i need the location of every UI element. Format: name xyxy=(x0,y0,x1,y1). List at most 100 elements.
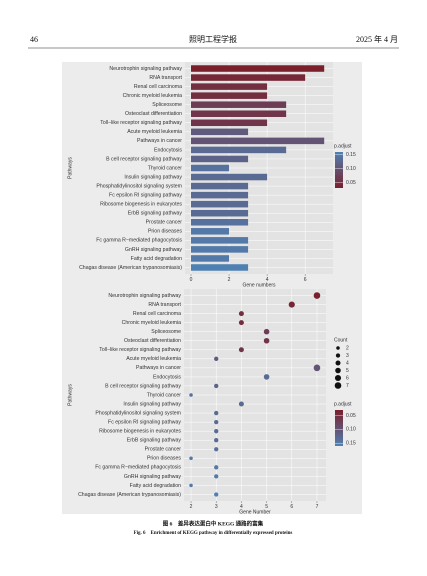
x-tick-label: 2 xyxy=(190,504,193,510)
y-tick-label: Insulin signaling pathway xyxy=(123,401,181,407)
bar xyxy=(191,209,249,217)
colorbar-label: 0.05 xyxy=(346,180,356,186)
bar xyxy=(191,237,249,244)
y-tick-label: Renal cell carcinoma xyxy=(134,84,182,90)
dot xyxy=(238,320,244,326)
colorbar-label: 0.10 xyxy=(346,427,356,433)
y-tick-label: Insulin signaling pathway xyxy=(124,174,182,180)
bar xyxy=(191,128,249,136)
y-tick-label: Prion diseases xyxy=(147,456,181,462)
dot xyxy=(214,492,219,497)
dot xyxy=(214,383,219,389)
x-tick-label: 0 xyxy=(190,277,193,283)
bar xyxy=(191,246,249,253)
y-tick-label: Pathways in cancer xyxy=(137,138,182,144)
y-tick-label: Spliceosome xyxy=(152,102,182,108)
y-tick-label: Fatty acid degradation xyxy=(131,256,182,262)
x-tick-label: 6 xyxy=(304,277,307,283)
y-tick-label: Prostate cancer xyxy=(146,220,183,226)
bar xyxy=(191,155,249,163)
y-tick-label: Ribosome biogenesis in eukaryotes xyxy=(99,429,181,435)
legend-dot xyxy=(335,353,341,358)
bar xyxy=(191,191,249,199)
colorbar-title: p.adjust xyxy=(334,401,352,407)
dot xyxy=(214,419,219,425)
dot xyxy=(214,438,219,443)
x-tick-label: 3 xyxy=(215,504,218,510)
dot xyxy=(238,311,244,317)
y-tick-label: Fatty acid degradation xyxy=(130,483,181,489)
y-tick-label: Endocytosis xyxy=(154,147,182,153)
bar xyxy=(191,110,287,117)
dot xyxy=(238,401,244,407)
bar xyxy=(191,92,268,99)
y-tick-label: Toll−like receptor signaling pathway xyxy=(99,347,181,353)
dot xyxy=(189,456,193,461)
y-tick-label: RNA transport xyxy=(148,302,181,308)
x-tick-label: 4 xyxy=(266,277,269,283)
y-tick-label: Chagas disease (American trypanosomiasis… xyxy=(79,265,182,271)
dot xyxy=(263,374,270,380)
y-tick-label: Phosphatidylinositol signaling system xyxy=(96,183,182,189)
bar xyxy=(191,137,325,145)
y-tick-label: Fc gamma R−mediated phagocytosis xyxy=(96,238,182,244)
y-tick-label: Fc epsilon RI signaling pathway xyxy=(109,193,182,199)
dot xyxy=(288,301,295,308)
y-tick-label: Chronic myeloid leukemia xyxy=(122,320,182,326)
bar xyxy=(191,101,287,108)
dot xyxy=(214,429,219,434)
caption-cn: 图 6 差异表达蛋白中 KEGG 通路的富集 xyxy=(163,519,264,527)
bar xyxy=(191,200,249,208)
dot xyxy=(313,292,321,299)
dot xyxy=(189,483,193,488)
y-tick-label: GnRH signaling pathway xyxy=(125,247,182,253)
bar xyxy=(191,264,249,271)
colorbar-label: 0.10 xyxy=(346,166,356,172)
legend-dot xyxy=(334,374,342,382)
y-tick-label: Osteoclast differentiation xyxy=(124,338,181,344)
legend-label: 6 xyxy=(346,375,349,381)
y-tick-label: Ribosome biogenesis in eukaryotes xyxy=(100,202,182,208)
y-tick-label: Thyroid cancer xyxy=(147,392,182,398)
caption-en: Fig. 6 Enrichment of KEGG pathway in dif… xyxy=(134,531,293,536)
y-tick-label: Prostate cancer xyxy=(145,447,182,453)
y-tick-label: Fc gamma R−mediated phagocytosis xyxy=(95,465,181,471)
y-tick-label: Fc epsilon RI signaling pathway xyxy=(108,420,181,426)
dot xyxy=(263,337,270,344)
x-tick-label: 7 xyxy=(316,504,319,510)
issue-date: 2025 年 4 月 xyxy=(356,34,398,44)
dot xyxy=(214,356,219,361)
y-tick-label: Renal cell carcinoma xyxy=(133,311,181,317)
y-tick-label: B cell receptor signaling pathway xyxy=(105,383,181,389)
y-tick-label: Acute myeloid leukemia xyxy=(127,129,182,135)
bar xyxy=(191,182,249,190)
bar xyxy=(191,65,325,72)
colorbar-title: p.adjust xyxy=(334,143,352,149)
journal-name: 照明工程学报 xyxy=(189,34,237,44)
legend-label: 3 xyxy=(346,353,349,359)
bar xyxy=(191,74,306,81)
y-tick-label: Chagas disease (American trypanosomiasis… xyxy=(78,492,181,498)
colorbar-label: 0.15 xyxy=(346,152,356,158)
y-tick-label: Osteoclast differentiation xyxy=(125,111,182,117)
dot xyxy=(313,364,321,372)
colorbar-label: 0.05 xyxy=(346,413,356,419)
legend-dot xyxy=(335,367,341,374)
bar xyxy=(191,164,230,172)
dot xyxy=(263,328,270,335)
bar xyxy=(191,83,268,90)
y-tick-label: GnRH signaling pathway xyxy=(124,474,181,480)
dot xyxy=(214,465,219,470)
y-tick-label: B cell receptor signaling pathway xyxy=(106,156,182,162)
legend-label: 2 xyxy=(346,345,349,351)
y-axis-label: Pathways xyxy=(67,157,73,179)
legend-title: Count xyxy=(334,337,348,343)
bar xyxy=(191,219,249,226)
colorbar-label: 0.15 xyxy=(346,441,356,447)
bar xyxy=(191,119,268,127)
x-axis-label: Gene Number xyxy=(239,509,271,515)
y-tick-label: Neurotrophin signaling pathway xyxy=(109,66,182,72)
legend-label: 7 xyxy=(346,383,349,389)
colorbar xyxy=(335,410,343,446)
x-tick-label: 2 xyxy=(228,277,231,283)
